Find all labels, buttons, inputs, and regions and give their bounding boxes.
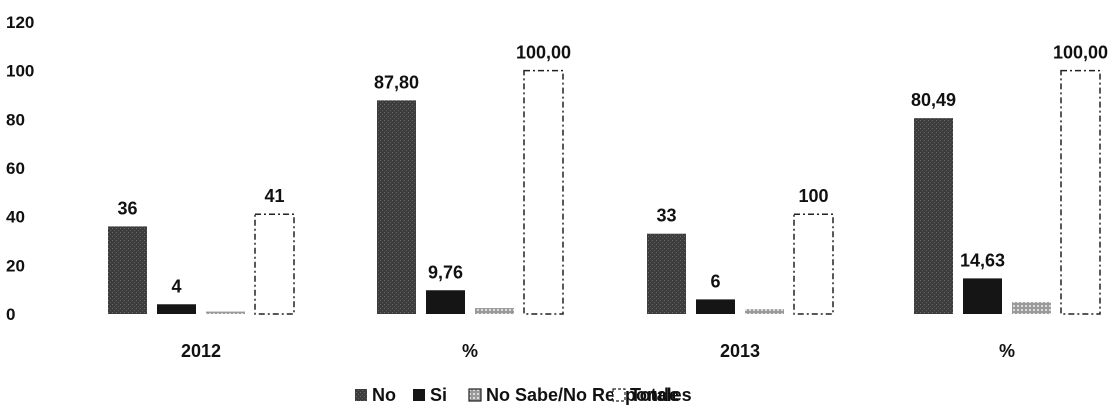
y-tick-label: 60 (6, 159, 25, 178)
bar-si-3 (963, 278, 1002, 314)
y-tick-label: 40 (6, 208, 25, 227)
x-category-label: % (462, 341, 478, 361)
legend-swatch-totales (612, 388, 626, 402)
legend-label: Totales (630, 385, 692, 405)
bar-no-sabe-no-responde-2 (745, 309, 784, 314)
y-axis: 0 20 40 60 80 100 120 (6, 13, 34, 324)
data-label: 14,63 (960, 250, 1005, 270)
legend-swatch-si (413, 389, 425, 401)
bar-totales-2 (793, 213, 834, 315)
data-label: 80,49 (911, 90, 956, 110)
legend-swatch-no-sabe-no-responde (468, 388, 482, 402)
bar-no-3 (914, 118, 953, 315)
data-label: 9,76 (428, 262, 463, 282)
y-tick-label: 0 (6, 305, 15, 324)
y-tick-label: 80 (6, 110, 25, 129)
data-label: 41 (264, 186, 284, 206)
x-axis: 2012% 2013% (181, 341, 1015, 361)
data-label: 36 (117, 198, 137, 218)
data-label: 4 (171, 276, 181, 296)
data-label: 87,80 (374, 72, 419, 92)
legend-swatch-no (355, 389, 367, 401)
bar-no-1 (377, 100, 416, 314)
bar-no-sabe-no-responde-3 (1012, 302, 1051, 314)
x-category-label: 2012 (181, 341, 221, 361)
legend-label: No Sabe/No Responde (486, 385, 679, 405)
data-label: 100,00 (516, 43, 571, 63)
bars-area: 36 4 41 87,80 9,76 100,00 33 6 100 80,49 14,63 100,… (108, 43, 1108, 315)
y-tick-label: 20 (6, 256, 25, 275)
x-category-label: 2013 (720, 341, 760, 361)
y-tick-label: 120 (6, 13, 34, 32)
legend-label: No (372, 385, 396, 405)
x-category-label: % (999, 341, 1015, 361)
bar-totales-1 (523, 69, 564, 315)
data-label: 100 (798, 186, 828, 206)
bar-no-sabe-no-responde-0 (206, 311, 245, 314)
bar-totales-3 (1060, 69, 1101, 315)
bar-no-0 (108, 226, 147, 314)
data-label: 6 (710, 271, 720, 291)
data-label: 100,00 (1053, 43, 1108, 63)
data-label: 33 (656, 206, 676, 226)
bar-si-1 (426, 290, 465, 314)
bar-no-sabe-no-responde-1 (475, 308, 514, 314)
bar-no-2 (647, 233, 686, 314)
legend-label: Si (430, 385, 447, 405)
y-tick-label: 100 (6, 62, 34, 81)
bar-si-0 (157, 304, 196, 314)
bar-totales-0 (254, 213, 295, 315)
bar-si-2 (696, 299, 735, 314)
